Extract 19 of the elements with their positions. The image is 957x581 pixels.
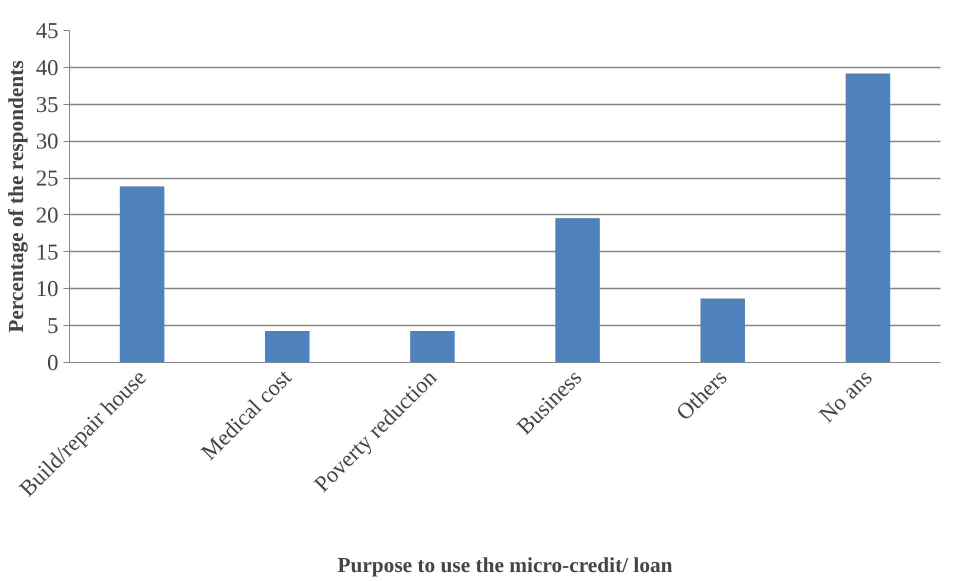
y-tick-label: 15: [36, 239, 58, 264]
y-tick-label: 45: [36, 18, 58, 43]
y-tick-label: 0: [47, 350, 58, 375]
bar: [410, 331, 455, 362]
x-tick-label: No ans: [814, 364, 877, 428]
bar: [700, 298, 746, 362]
bar: [846, 74, 890, 362]
y-axis-title: Percentage of the respondents: [4, 60, 28, 333]
y-tick-label: 30: [36, 128, 58, 154]
y-tick-label: 10: [36, 276, 58, 302]
y-tick-label: 20: [36, 202, 58, 228]
y-tick-label: 5: [47, 313, 58, 338]
bar: [264, 331, 310, 362]
bar: [120, 186, 164, 362]
y-tick-label: 25: [36, 166, 58, 191]
y-tick-label: 40: [36, 54, 58, 80]
y-tick-label: 35: [36, 92, 58, 117]
x-axis-title: Purpose to use the micro-credit/ loan: [337, 552, 673, 577]
bar: [555, 218, 600, 362]
